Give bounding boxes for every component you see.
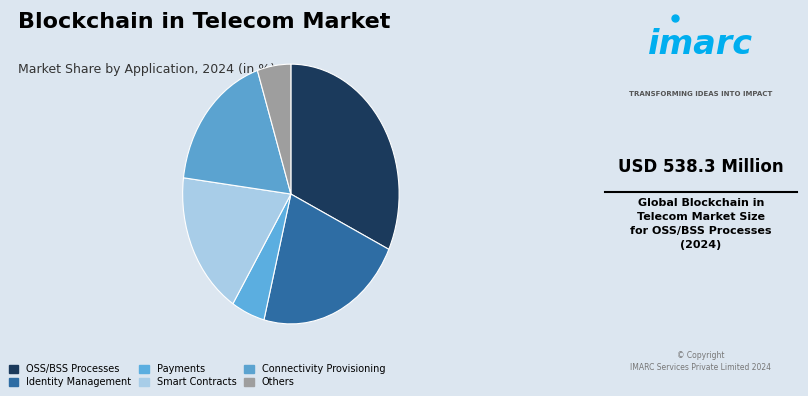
Wedge shape (258, 64, 291, 194)
Wedge shape (264, 194, 389, 324)
Wedge shape (291, 64, 399, 249)
Text: Blockchain in Telecom Market: Blockchain in Telecom Market (18, 12, 390, 32)
Text: © Copyright
IMARC Services Private Limited 2024: © Copyright IMARC Services Private Limit… (630, 351, 772, 372)
Wedge shape (233, 194, 291, 320)
Text: USD 538.3 Million: USD 538.3 Million (618, 158, 784, 176)
Text: Market Share by Application, 2024 (in %): Market Share by Application, 2024 (in %) (18, 63, 275, 76)
Text: imarc: imarc (649, 28, 753, 61)
Wedge shape (183, 178, 291, 304)
Legend: OSS/BSS Processes, Identity Management, Payments, Smart Contracts, Connectivity : OSS/BSS Processes, Identity Management, … (5, 360, 389, 391)
Text: Global Blockchain in
Telecom Market Size
for OSS/BSS Processes
(2024): Global Blockchain in Telecom Market Size… (630, 198, 772, 250)
Text: TRANSFORMING IDEAS INTO IMPACT: TRANSFORMING IDEAS INTO IMPACT (629, 91, 772, 97)
Wedge shape (183, 70, 291, 194)
